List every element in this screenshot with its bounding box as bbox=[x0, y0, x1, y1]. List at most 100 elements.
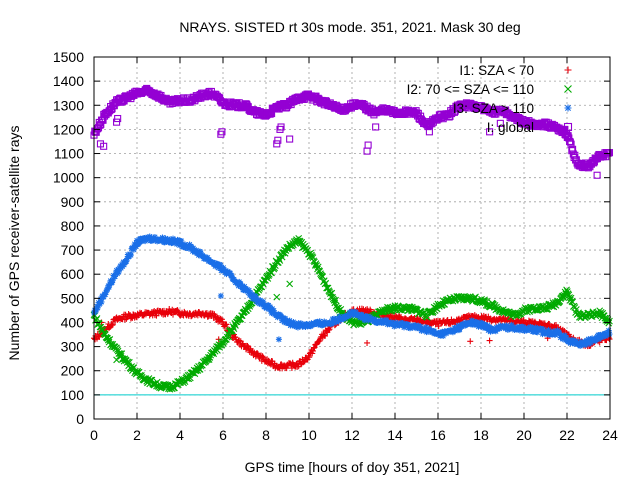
data-point bbox=[218, 316, 225, 323]
data-point bbox=[159, 234, 166, 241]
data-point bbox=[190, 245, 197, 252]
data-point bbox=[545, 327, 552, 334]
data-point bbox=[456, 326, 463, 333]
y-tick-label: 100 bbox=[61, 387, 85, 403]
outlier-point bbox=[275, 336, 282, 343]
outlier-point bbox=[114, 114, 122, 123]
data-point bbox=[479, 320, 486, 327]
outlier-point bbox=[425, 128, 433, 136]
data-point bbox=[435, 323, 442, 330]
outlier-point bbox=[486, 337, 493, 344]
outlier-point bbox=[372, 123, 380, 131]
data-point bbox=[577, 338, 584, 345]
outlier-point bbox=[364, 141, 372, 149]
outlier-point bbox=[100, 142, 108, 150]
data-point bbox=[271, 264, 278, 272]
outlier-point bbox=[217, 292, 224, 299]
data-point bbox=[227, 270, 234, 277]
data-point bbox=[351, 308, 358, 315]
data-point bbox=[146, 233, 153, 240]
x-axis-label: GPS time [hours of doy 351, 2021] bbox=[245, 459, 460, 475]
data-point bbox=[145, 234, 152, 241]
data-point bbox=[270, 307, 277, 314]
data-point bbox=[286, 317, 293, 324]
data-point bbox=[100, 293, 107, 300]
series-3 bbox=[91, 233, 613, 349]
data-point bbox=[603, 331, 610, 338]
data-point bbox=[336, 313, 343, 320]
outlier-point bbox=[273, 293, 281, 301]
data-point bbox=[220, 340, 227, 347]
y-tick-label: 500 bbox=[61, 290, 85, 306]
data-point bbox=[106, 284, 113, 291]
data-point bbox=[225, 333, 233, 341]
x-tick-label: 16 bbox=[430, 427, 446, 443]
data-point bbox=[291, 320, 298, 327]
data-point bbox=[404, 321, 411, 328]
data-point bbox=[440, 333, 447, 340]
data-point bbox=[571, 151, 579, 159]
data-point bbox=[516, 327, 523, 334]
data-point bbox=[151, 234, 158, 241]
data-point bbox=[455, 322, 462, 329]
x-tick-label: 8 bbox=[262, 427, 270, 443]
data-point bbox=[115, 268, 122, 275]
legend-label-4: I: global bbox=[487, 120, 534, 135]
outlier-point bbox=[217, 130, 225, 138]
data-point bbox=[189, 248, 196, 255]
data-point bbox=[539, 331, 546, 338]
data-point bbox=[217, 262, 224, 269]
data-point bbox=[268, 269, 275, 277]
x-tick-label: 6 bbox=[219, 427, 227, 443]
y-tick-label: 200 bbox=[61, 363, 85, 379]
outlier-point bbox=[113, 356, 120, 364]
legend-label-3: I3: SZA > 110 bbox=[453, 101, 534, 116]
outlier-point bbox=[114, 315, 121, 322]
data-point bbox=[563, 286, 570, 294]
data-point bbox=[103, 289, 110, 296]
data-point bbox=[398, 313, 405, 320]
data-point bbox=[242, 287, 249, 294]
data-point bbox=[357, 314, 364, 321]
data-point bbox=[302, 324, 309, 331]
data-point bbox=[455, 315, 462, 322]
data-point bbox=[123, 258, 130, 265]
data-point bbox=[109, 322, 116, 329]
data-point bbox=[311, 344, 318, 351]
data-point bbox=[178, 237, 185, 244]
y-tick-label: 1000 bbox=[53, 170, 84, 186]
data-point bbox=[352, 309, 359, 316]
data-point bbox=[130, 246, 137, 253]
data-point bbox=[109, 277, 116, 284]
data-point bbox=[237, 280, 244, 287]
data-point bbox=[127, 252, 134, 259]
data-point bbox=[176, 242, 183, 249]
y-tick-label: 0 bbox=[76, 411, 84, 427]
data-point bbox=[332, 296, 339, 304]
data-point bbox=[93, 315, 101, 322]
data-point bbox=[508, 321, 515, 328]
data-point bbox=[223, 321, 230, 328]
x-tick-label: 4 bbox=[176, 427, 184, 443]
series-4 bbox=[90, 84, 614, 179]
data-point bbox=[109, 321, 116, 328]
y-tick-label: 400 bbox=[61, 314, 85, 330]
data-point bbox=[162, 235, 169, 242]
data-point bbox=[249, 291, 256, 298]
data-point bbox=[606, 317, 613, 325]
data-point bbox=[556, 329, 563, 336]
data-point bbox=[213, 260, 220, 267]
data-point bbox=[197, 249, 204, 256]
data-point bbox=[106, 336, 114, 343]
data-point bbox=[167, 236, 174, 243]
axis-layer: 0 2 4 6 8 10 12 14 16 18 20 22 240100200300400500600… bbox=[53, 49, 618, 443]
data-point bbox=[241, 283, 248, 290]
data-point bbox=[569, 340, 576, 347]
data-point bbox=[361, 317, 368, 324]
data-point bbox=[485, 327, 492, 334]
data-point bbox=[582, 342, 589, 349]
data-point bbox=[260, 298, 267, 305]
outlier-point bbox=[564, 133, 572, 141]
data-point bbox=[532, 324, 539, 331]
data-point bbox=[193, 247, 200, 254]
